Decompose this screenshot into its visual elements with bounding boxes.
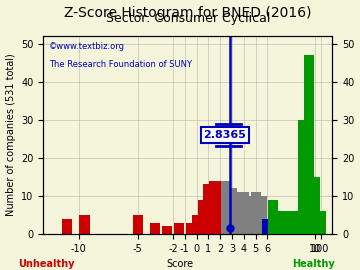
Text: Unhealthy: Unhealthy [19,259,75,269]
Bar [198,200,208,234]
Bar [298,120,308,234]
Bar [132,215,143,234]
Bar [150,222,160,234]
Text: Sector: Consumer Cyclical: Sector: Consumer Cyclical [105,12,270,25]
Bar [192,215,202,234]
Bar [268,200,278,234]
Bar [233,192,243,234]
Bar [292,211,302,234]
Bar [280,211,290,234]
Text: The Research Foundation of SUNY: The Research Foundation of SUNY [49,60,192,69]
Text: 2.8365: 2.8365 [203,130,246,140]
Bar [174,222,184,234]
Bar [186,222,196,234]
Text: ©www.textbiz.org: ©www.textbiz.org [49,42,125,51]
Bar [262,219,273,234]
Y-axis label: Number of companies (531 total): Number of companies (531 total) [5,53,15,216]
Bar [203,184,213,234]
Text: Healthy: Healthy [292,259,334,269]
Bar [245,196,255,234]
Bar [215,181,225,234]
Bar [239,192,249,234]
Bar [80,215,90,234]
Bar [315,211,325,234]
Bar [310,177,320,234]
Bar [227,188,237,234]
Bar [62,219,72,234]
Bar [257,196,266,234]
Bar [304,55,314,234]
Bar [221,181,231,234]
Bar [286,211,296,234]
Bar [209,181,219,234]
Bar [251,192,261,234]
Bar [162,226,172,234]
Title: Z-Score Histogram for BNED (2016): Z-Score Histogram for BNED (2016) [64,6,311,19]
Text: Score: Score [166,259,194,269]
Bar [274,211,284,234]
